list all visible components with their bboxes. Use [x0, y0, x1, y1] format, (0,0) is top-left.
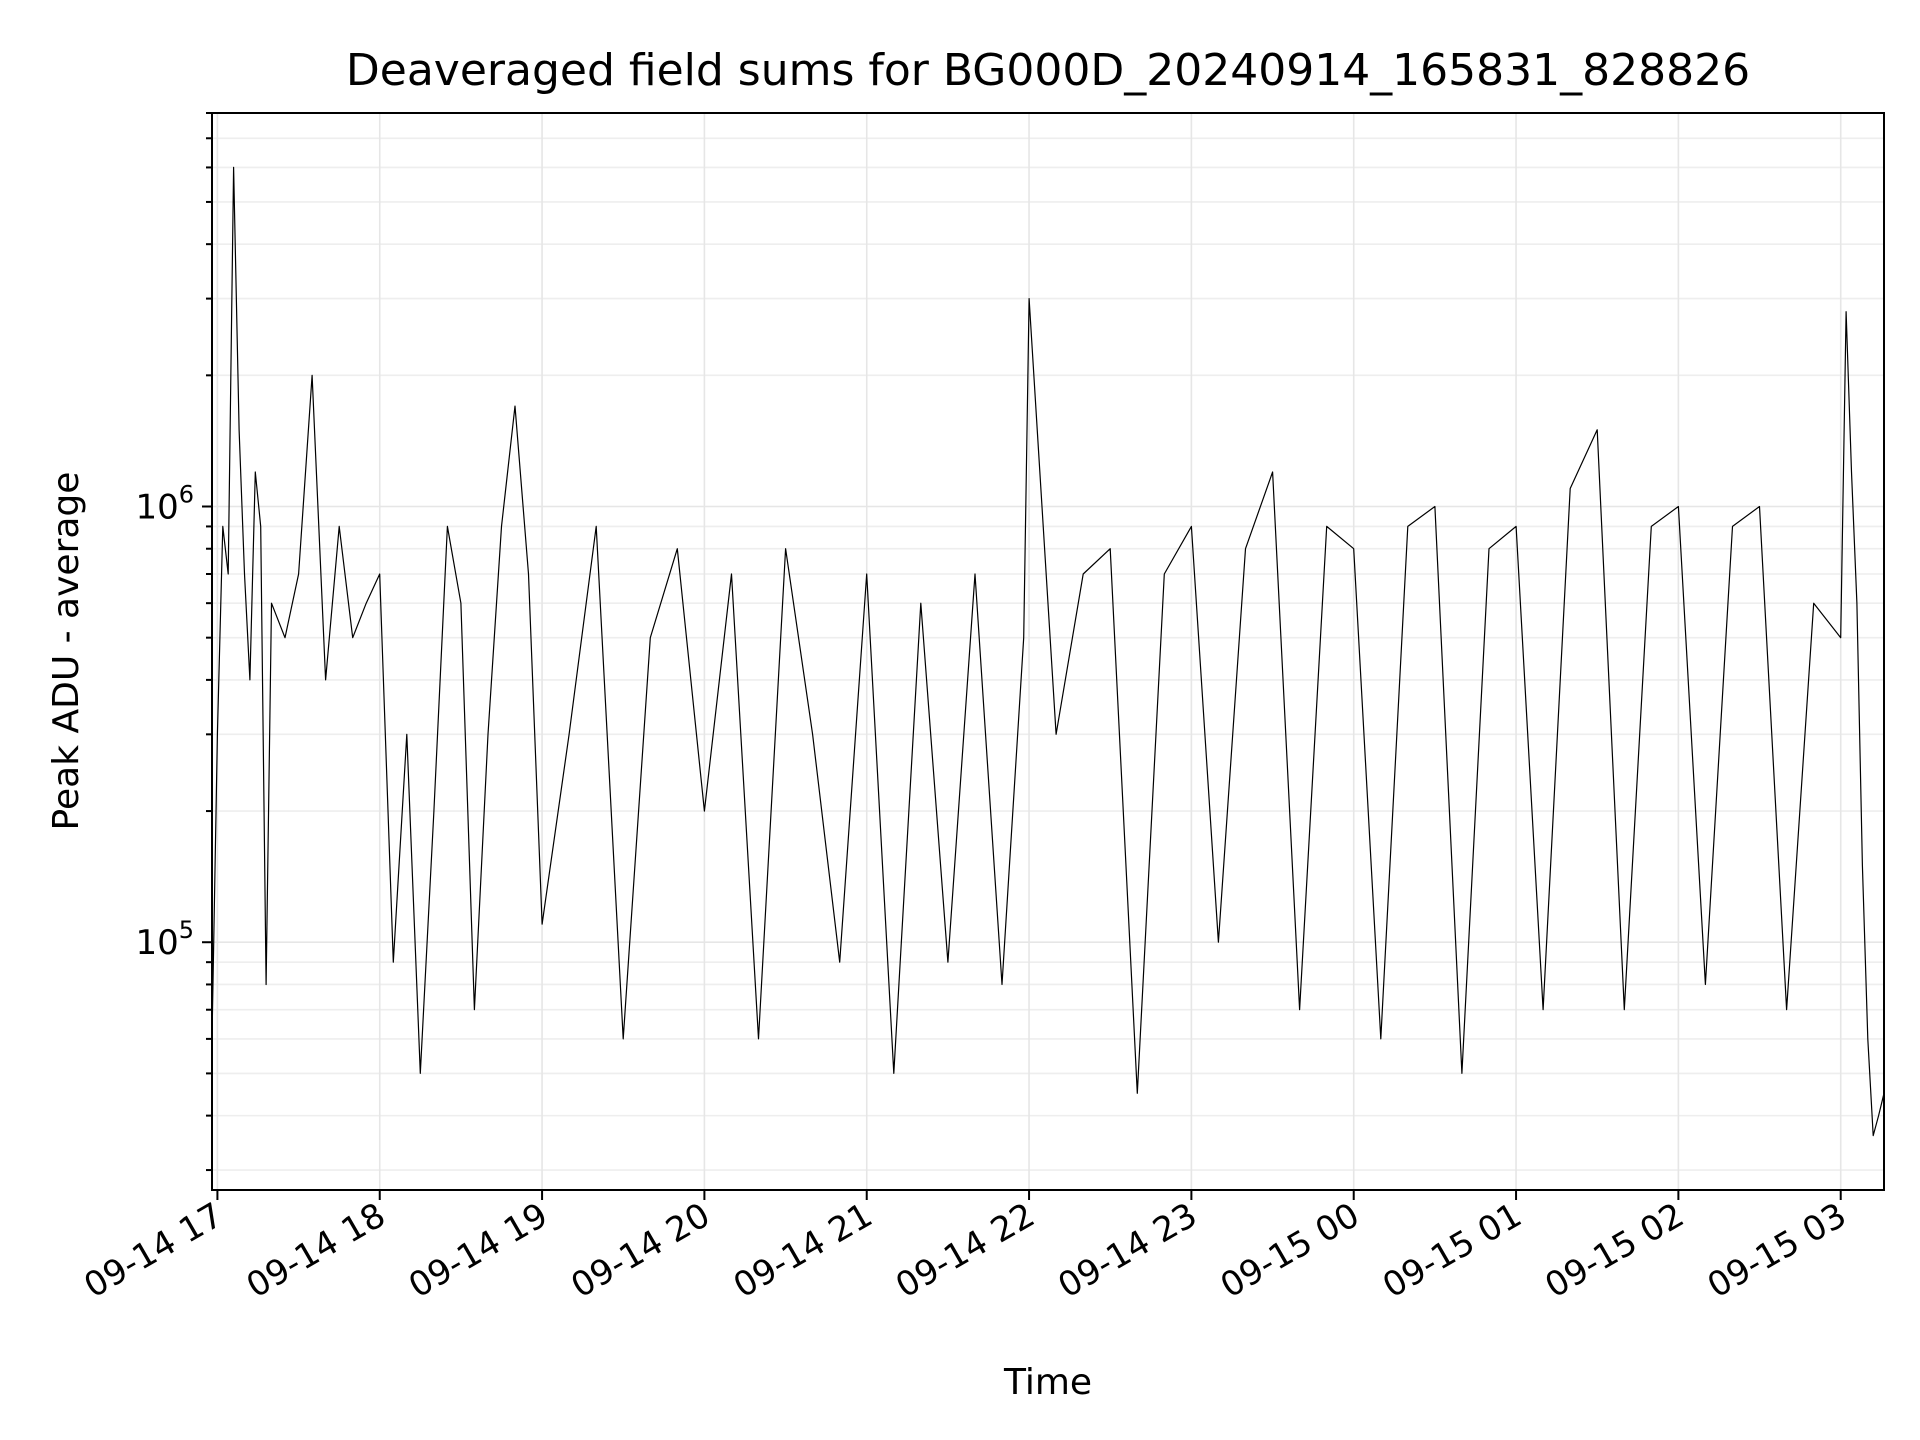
series-layer: [211, 166, 1885, 1137]
chart-title: Deaveraged field sums for BG000D_2024091…: [346, 45, 1750, 96]
series-line: [211, 166, 1885, 1137]
y-axis-ticks: 105 106: [135, 112, 212, 1172]
y-axis-label: Peak ADU - average: [46, 472, 87, 831]
y-tick-label: 105: [135, 916, 194, 963]
x-axis-label: Time: [1003, 1362, 1092, 1403]
plot-frame: [211, 112, 1885, 1191]
y-tick-label: 106: [135, 481, 194, 528]
